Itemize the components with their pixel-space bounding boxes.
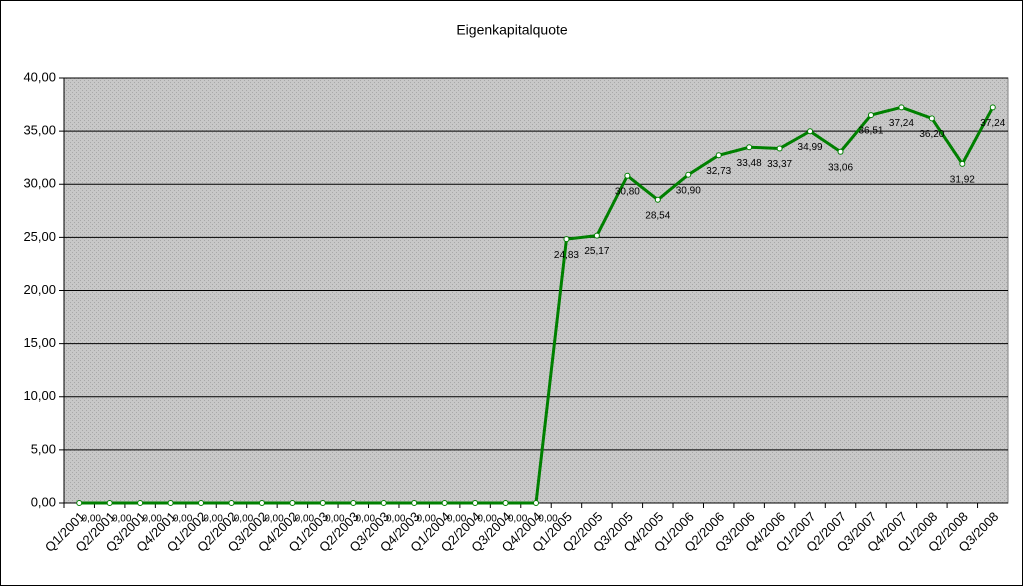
y-tick-label: 5,00	[31, 441, 56, 456]
point-marker	[441, 500, 448, 506]
data-label: 37,24	[980, 118, 1005, 129]
point-marker	[685, 171, 692, 178]
data-label: 31,92	[950, 174, 975, 185]
data-label: 0,00	[325, 514, 345, 525]
data-label: 36,20	[919, 129, 944, 140]
data-label: 32,73	[706, 166, 731, 177]
point-marker	[898, 104, 905, 111]
data-label: 0,00	[356, 514, 376, 525]
point-marker	[533, 500, 539, 506]
data-label: 25,17	[584, 246, 609, 257]
data-label: 0,00	[538, 514, 558, 525]
data-label: 30,90	[676, 185, 701, 196]
data-label: 0,00	[477, 514, 497, 525]
point-marker	[380, 500, 387, 506]
point-marker	[319, 500, 326, 506]
y-tick-label: 35,00	[23, 123, 56, 138]
y-tick-label: 10,00	[23, 388, 56, 403]
data-label: 0,00	[173, 514, 193, 525]
data-label: 24,83	[554, 250, 579, 261]
point-marker	[228, 500, 235, 506]
data-label: 0,00	[142, 514, 162, 525]
data-label: 0,00	[234, 514, 254, 525]
data-label: 33,06	[828, 162, 853, 173]
point-marker	[807, 128, 814, 135]
data-label: 33,48	[737, 158, 762, 169]
data-label: 36,51	[858, 126, 883, 137]
point-marker	[137, 500, 144, 506]
point-marker	[746, 144, 753, 151]
data-label: 34,99	[798, 142, 823, 153]
point-marker	[959, 160, 966, 167]
point-marker	[198, 500, 205, 506]
point-marker	[472, 500, 479, 506]
point-marker	[593, 232, 600, 239]
y-tick-label: 25,00	[23, 229, 56, 244]
point-marker	[867, 112, 874, 119]
point-marker	[411, 500, 418, 506]
data-label: 28,54	[645, 210, 670, 221]
point-marker	[350, 500, 357, 506]
data-label: 0,00	[112, 514, 132, 525]
point-marker	[289, 500, 296, 506]
point-marker	[106, 500, 113, 506]
data-label: 0,00	[447, 514, 467, 525]
point-marker	[837, 148, 844, 155]
y-tick-label: 0,00	[31, 494, 56, 509]
point-marker	[563, 236, 570, 243]
point-marker	[989, 104, 996, 111]
point-marker	[928, 115, 935, 122]
data-label: 30,80	[615, 186, 640, 197]
point-marker	[624, 172, 631, 179]
data-label: 0,00	[416, 514, 436, 525]
y-tick-label: 30,00	[23, 176, 56, 191]
data-label: 0,00	[508, 514, 528, 525]
point-marker	[167, 500, 174, 506]
point-marker	[502, 500, 509, 506]
data-label: 0,00	[386, 514, 406, 525]
point-marker	[776, 145, 783, 152]
y-tick-label: 20,00	[23, 282, 56, 297]
y-tick-label: 15,00	[23, 335, 56, 350]
data-label: 0,00	[295, 514, 315, 525]
data-label: 0,00	[203, 514, 223, 525]
chart-title: Eigenkapitalquote	[456, 22, 568, 38]
data-label: 33,37	[767, 159, 792, 170]
point-marker	[715, 152, 722, 159]
y-tick-label: 40,00	[23, 69, 56, 84]
point-marker	[258, 500, 265, 506]
data-label: 37,24	[889, 118, 914, 129]
data-label: 0,00	[264, 514, 284, 525]
data-label: 0,00	[81, 514, 101, 525]
point-marker	[654, 196, 661, 203]
point-marker	[76, 500, 83, 506]
